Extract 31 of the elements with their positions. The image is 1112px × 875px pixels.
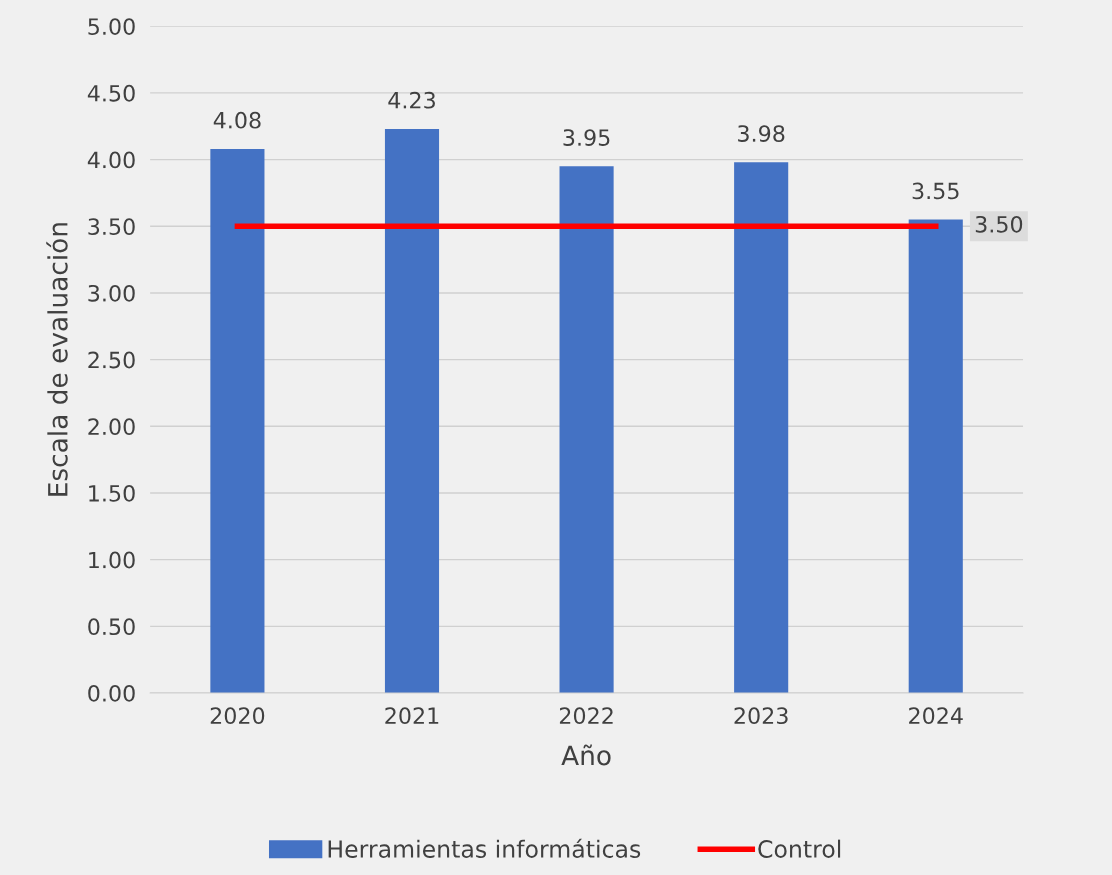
y-tick-label: 0.50 (88, 618, 135, 636)
data-label: 3.95 (563, 129, 610, 146)
x-tick-label: 2024 (909, 707, 963, 725)
data-label: 4.23 (388, 91, 435, 109)
x-tick-label: 2020 (210, 707, 265, 725)
y-tick-label: 2.50 (88, 351, 135, 369)
data-label: 3.98 (738, 125, 785, 142)
bar (384, 128, 440, 693)
data-label: 3.50 (975, 215, 1023, 233)
x-tick-label: 2023 (734, 707, 788, 725)
x-tick-label: 2022 (559, 707, 613, 725)
y-tick-label: 1.50 (89, 484, 135, 502)
y-tick-label: 1.00 (89, 551, 135, 569)
legend-label: Control (758, 839, 841, 858)
data-label: 3.55 (912, 182, 959, 200)
y-tick-label: 4.00 (87, 151, 135, 169)
x-tick-label: 2021 (385, 707, 439, 725)
y-tick-label: 0.00 (88, 684, 135, 702)
bar (210, 148, 265, 693)
y-tick-label: 2.00 (88, 418, 135, 436)
y-axis-title: Escala de evaluación (46, 223, 68, 496)
y-tick-label: 5.00 (88, 18, 135, 36)
x-axis-title: Año (561, 744, 611, 766)
bar (734, 162, 789, 693)
y-tick-label: 4.50 (87, 84, 135, 102)
bar (559, 166, 614, 693)
bar (908, 219, 963, 693)
legend-label: Herramientas informáticas (328, 838, 641, 858)
y-tick-label: 3.50 (88, 218, 135, 236)
y-tick-label: 3.00 (88, 284, 135, 302)
data-label: 4.08 (213, 111, 261, 129)
